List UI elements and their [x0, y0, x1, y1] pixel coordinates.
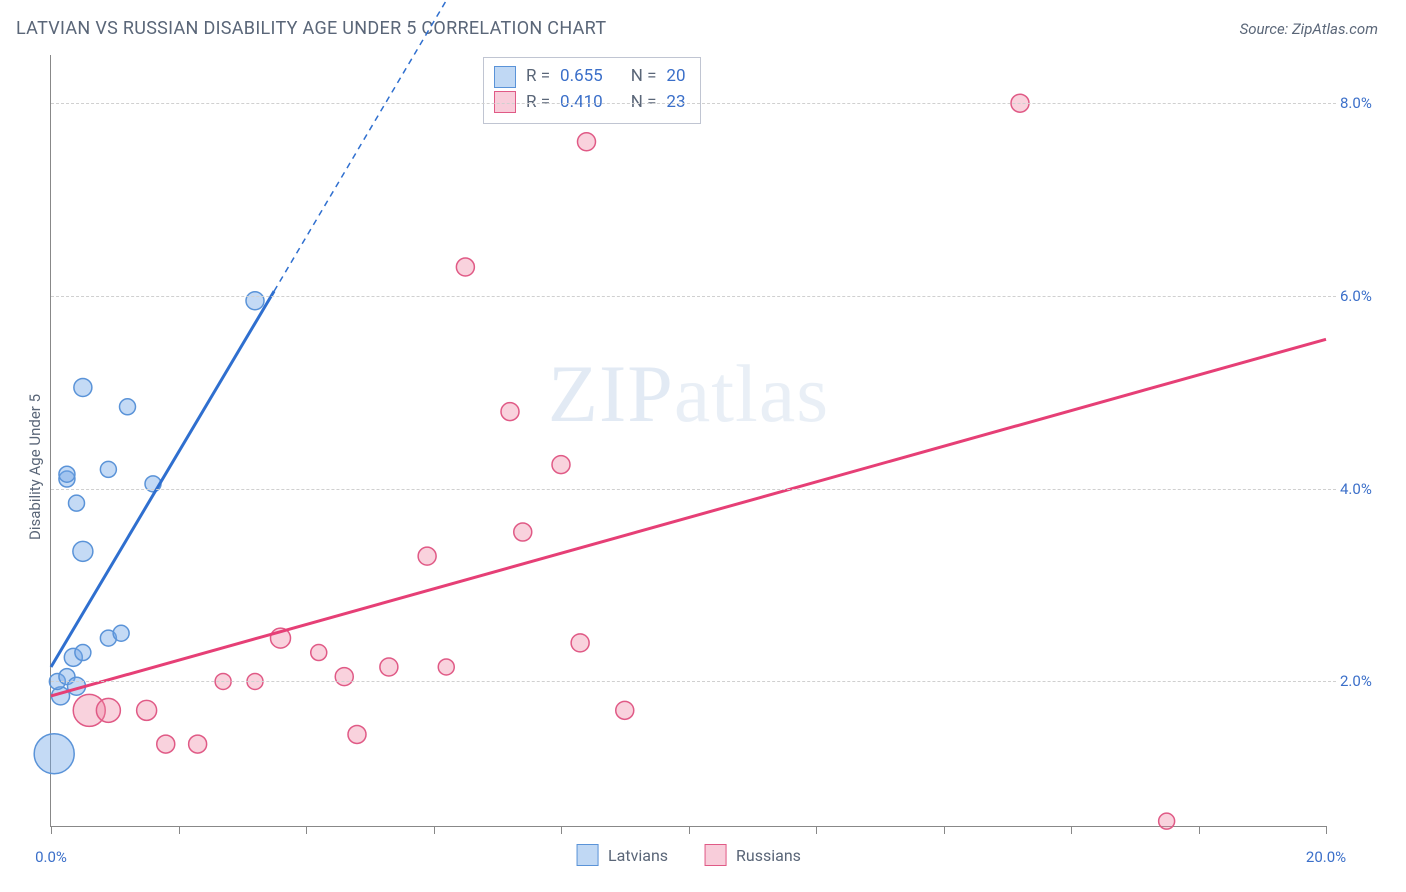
gridline — [51, 296, 1336, 297]
data-point — [456, 258, 474, 276]
data-point — [34, 734, 74, 774]
data-point — [501, 403, 519, 421]
legend-label: Russians — [736, 846, 801, 865]
chart-plot-area: ZIPatlas R =0.655N =20R =0.410N =23 Latv… — [50, 55, 1326, 827]
legend-r-label: R = — [526, 64, 550, 90]
x-tick — [1071, 826, 1072, 834]
x-tick-label: 20.0% — [1306, 848, 1346, 866]
data-point — [113, 625, 129, 641]
data-point — [74, 378, 92, 396]
legend-swatch — [704, 844, 726, 866]
gridline — [51, 103, 1336, 104]
data-point — [157, 735, 175, 753]
trend-line-latvians-extrapolated — [274, 0, 465, 291]
data-point — [100, 461, 116, 477]
data-point — [120, 399, 136, 415]
legend-stat-row: R = 0.655 N = 20 — [494, 64, 686, 90]
y-tick-label: 8.0% — [1340, 94, 1394, 112]
x-tick — [689, 826, 690, 834]
data-point — [616, 701, 634, 719]
data-point — [348, 725, 366, 743]
scatter-plot-svg — [51, 55, 1326, 826]
y-axis-label: Disability Age Under 5 — [26, 394, 44, 540]
legend-item: Latvians — [576, 844, 668, 866]
gridline — [51, 681, 1336, 682]
x-tick — [51, 826, 52, 834]
y-tick-label: 4.0% — [1340, 480, 1394, 498]
x-tick — [306, 826, 307, 834]
data-point — [1159, 813, 1175, 829]
data-point — [75, 645, 91, 661]
x-tick — [1199, 826, 1200, 834]
legend-n-label: N = — [631, 64, 657, 90]
data-point — [246, 292, 264, 310]
data-point — [380, 658, 398, 676]
x-tick — [944, 826, 945, 834]
legend-r-value: 0.655 — [560, 64, 603, 90]
data-point — [69, 495, 85, 511]
x-tick — [1326, 826, 1327, 834]
data-point — [438, 659, 454, 675]
data-point — [73, 541, 93, 561]
x-tick — [434, 826, 435, 834]
y-tick-label: 2.0% — [1340, 672, 1394, 690]
source-attribution: Source: ZipAtlas.com — [1240, 20, 1378, 38]
chart-title: LATVIAN VS RUSSIAN DISABILITY AGE UNDER … — [16, 18, 606, 39]
data-point — [137, 700, 157, 720]
x-tick — [816, 826, 817, 834]
data-point — [335, 668, 353, 686]
gridline — [51, 489, 1336, 490]
data-point — [514, 523, 532, 541]
data-point — [418, 547, 436, 565]
legend-n-value: 20 — [666, 64, 685, 90]
data-point — [59, 466, 75, 482]
legend-item: Russians — [704, 844, 801, 866]
y-tick-label: 6.0% — [1340, 287, 1394, 305]
legend-swatch — [576, 844, 598, 866]
trend-line-russians — [51, 339, 1326, 696]
data-point — [96, 698, 120, 722]
data-point — [571, 634, 589, 652]
x-tick — [561, 826, 562, 834]
legend-label: Latvians — [608, 846, 668, 865]
x-tick — [179, 826, 180, 834]
data-point — [311, 645, 327, 661]
series-legend: Latvians Russians — [576, 844, 801, 866]
data-point — [552, 456, 570, 474]
trend-line-latvians — [51, 291, 274, 667]
stats-legend-box: R =0.655N =20R =0.410N =23 — [483, 57, 701, 124]
legend-swatch — [494, 66, 516, 88]
data-point — [189, 735, 207, 753]
data-point — [578, 133, 596, 151]
x-tick-label: 0.0% — [35, 848, 67, 866]
